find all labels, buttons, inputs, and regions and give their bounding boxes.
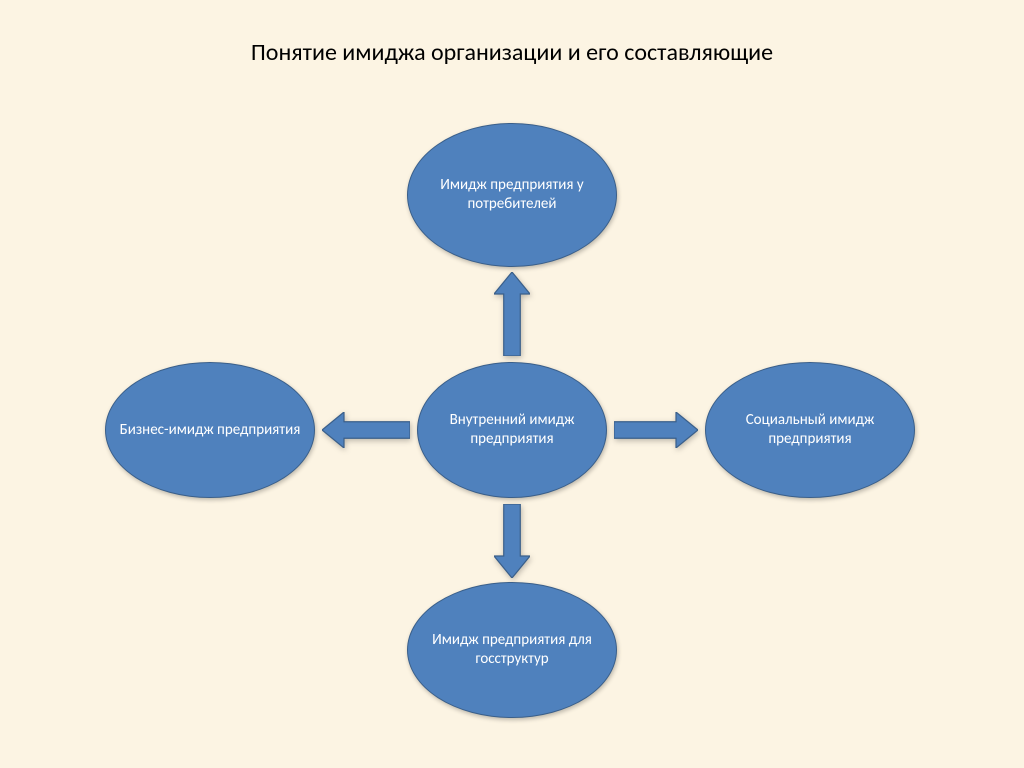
- node-center: Внутренний имидж предприятия: [417, 362, 607, 498]
- node-bottom: Имидж предприятия для госструктур: [407, 582, 617, 718]
- node-left: Бизнес-имидж предприятия: [105, 362, 315, 498]
- arrow-left: [322, 412, 410, 448]
- node-right: Социальный имидж предприятия: [705, 362, 915, 498]
- arrow-up: [494, 272, 530, 356]
- arrow-right: [614, 412, 698, 448]
- arrow-down: [494, 504, 530, 578]
- slide: Понятие имиджа организации и его составл…: [0, 0, 1024, 768]
- node-top: Имидж предприятия у потребителей: [407, 123, 617, 267]
- slide-title: Понятие имиджа организации и его составл…: [0, 38, 1024, 67]
